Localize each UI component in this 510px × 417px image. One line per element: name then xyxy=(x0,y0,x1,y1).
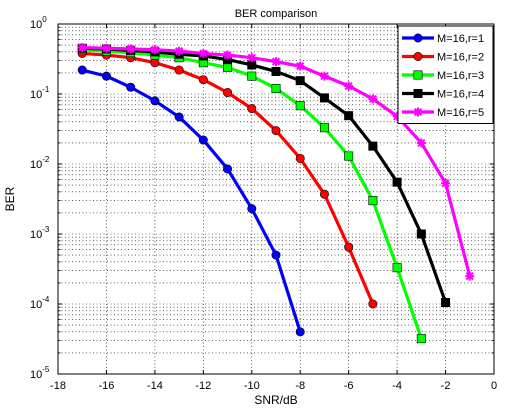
legend-item: M=16,r=3 xyxy=(402,70,484,82)
y-tick-label: 10-4 xyxy=(30,295,50,311)
y-tick-label: 100 xyxy=(30,15,47,31)
series-2-point xyxy=(271,126,281,136)
series-1-point xyxy=(223,164,233,174)
series-4-point xyxy=(319,93,329,103)
series-4-line xyxy=(82,46,448,304)
series-4-point xyxy=(416,229,426,239)
y-tick-label: 10-2 xyxy=(30,155,50,171)
series-2-point xyxy=(174,65,184,75)
series-3-point xyxy=(247,71,257,81)
x-tick-label: -16 xyxy=(98,380,114,392)
legend-label: M=16,r=5 xyxy=(437,107,484,119)
series-2-point xyxy=(223,88,233,98)
legend-item: M=16,r=5 xyxy=(402,107,484,119)
legend-label: M=16,r=1 xyxy=(437,33,484,45)
x-tick-label: -12 xyxy=(195,380,211,392)
series-1-point xyxy=(295,327,305,337)
series-3-point xyxy=(223,62,233,72)
series-5-point xyxy=(247,53,257,63)
series-3-point xyxy=(368,196,378,206)
series-1 xyxy=(77,65,305,337)
series-5-point xyxy=(319,71,329,81)
legend-1-point xyxy=(413,33,423,43)
series-1-point xyxy=(77,65,87,75)
series-5 xyxy=(77,43,475,281)
series-5-point xyxy=(295,61,305,71)
series-3-point xyxy=(319,123,329,133)
series-1-point xyxy=(247,204,257,214)
series-5-point xyxy=(271,57,281,67)
series-4-point xyxy=(368,141,378,151)
series-1-point xyxy=(101,71,111,81)
x-tick-label: -8 xyxy=(295,380,305,392)
plot-frame xyxy=(57,23,495,375)
series-1-point xyxy=(150,96,160,106)
series-5-point xyxy=(416,138,426,148)
y-axis-label: BER xyxy=(3,186,17,211)
series-1-point xyxy=(271,250,281,260)
series-5-point xyxy=(198,48,208,58)
series-5-point xyxy=(174,46,184,56)
legend-item: M=16,r=4 xyxy=(402,89,484,101)
series-3-point xyxy=(416,334,426,344)
series-5-point xyxy=(465,271,475,281)
series-5-point xyxy=(344,81,354,91)
series-5-point xyxy=(101,43,111,53)
chart-title: BER comparison xyxy=(235,8,318,20)
series-4-point xyxy=(441,298,451,308)
legend-label: M=16,r=3 xyxy=(437,70,484,82)
series-3-point xyxy=(392,263,402,273)
legend-4-point xyxy=(413,89,423,99)
legend: M=16,r=1 M=16,r=2 M=16,r=3 M=16,r=4 M=16,r=5 xyxy=(397,25,494,124)
series-2-point xyxy=(368,299,378,309)
x-tick-label: -18 xyxy=(50,380,66,392)
grid xyxy=(57,24,495,375)
x-tick-label: -14 xyxy=(147,380,163,392)
series-3-point xyxy=(271,83,281,93)
y-tick-label: 10-3 xyxy=(30,225,50,241)
legend-item: M=16,r=1 xyxy=(402,33,484,45)
y-tick-label: 10-5 xyxy=(30,365,50,381)
legend-2-point xyxy=(413,51,423,61)
series-2-point xyxy=(150,58,160,68)
series-3-point xyxy=(295,101,305,111)
y-tick-label: 10-1 xyxy=(30,85,50,101)
legend-label: M=16,r=2 xyxy=(437,52,484,64)
x-tick-label: 0 xyxy=(491,380,497,392)
series-2-point xyxy=(295,153,305,163)
series-3-point xyxy=(344,151,354,161)
series-4-point xyxy=(344,111,354,121)
legend-item: M=16,r=2 xyxy=(402,52,484,64)
series-5-point xyxy=(368,94,378,104)
series-2-point xyxy=(344,242,354,252)
series-4-point xyxy=(271,66,281,76)
series-1-line xyxy=(81,68,302,333)
series-2-point xyxy=(319,189,329,199)
axes: -18 -16 -14 -12 -10 -8 -6 -4 -2 0 100 10-1 10-2 10-3 1… xyxy=(30,15,497,392)
series-1-point xyxy=(174,112,184,122)
x-tick-label: -4 xyxy=(392,380,402,392)
series-4-point xyxy=(392,177,402,187)
legend-5-point xyxy=(413,107,423,117)
x-tick-label: -10 xyxy=(244,380,260,392)
series-group xyxy=(77,43,475,344)
x-tick-label: -2 xyxy=(441,380,451,392)
series-1-point xyxy=(126,82,136,92)
legend-label: M=16,r=4 xyxy=(437,89,484,101)
series-5-point xyxy=(223,50,233,60)
x-axis-label: SNR/dB xyxy=(254,393,297,407)
series-5-point xyxy=(77,43,87,53)
series-5-point xyxy=(441,178,451,188)
series-1-point xyxy=(198,135,208,145)
x-tick-label: -6 xyxy=(344,380,354,392)
legend-3-point xyxy=(413,70,423,80)
series-2-point xyxy=(198,75,208,85)
series-4-point xyxy=(295,76,305,86)
series-5-point xyxy=(150,45,160,55)
series-5-point xyxy=(126,44,136,54)
series-2-point xyxy=(247,104,257,114)
